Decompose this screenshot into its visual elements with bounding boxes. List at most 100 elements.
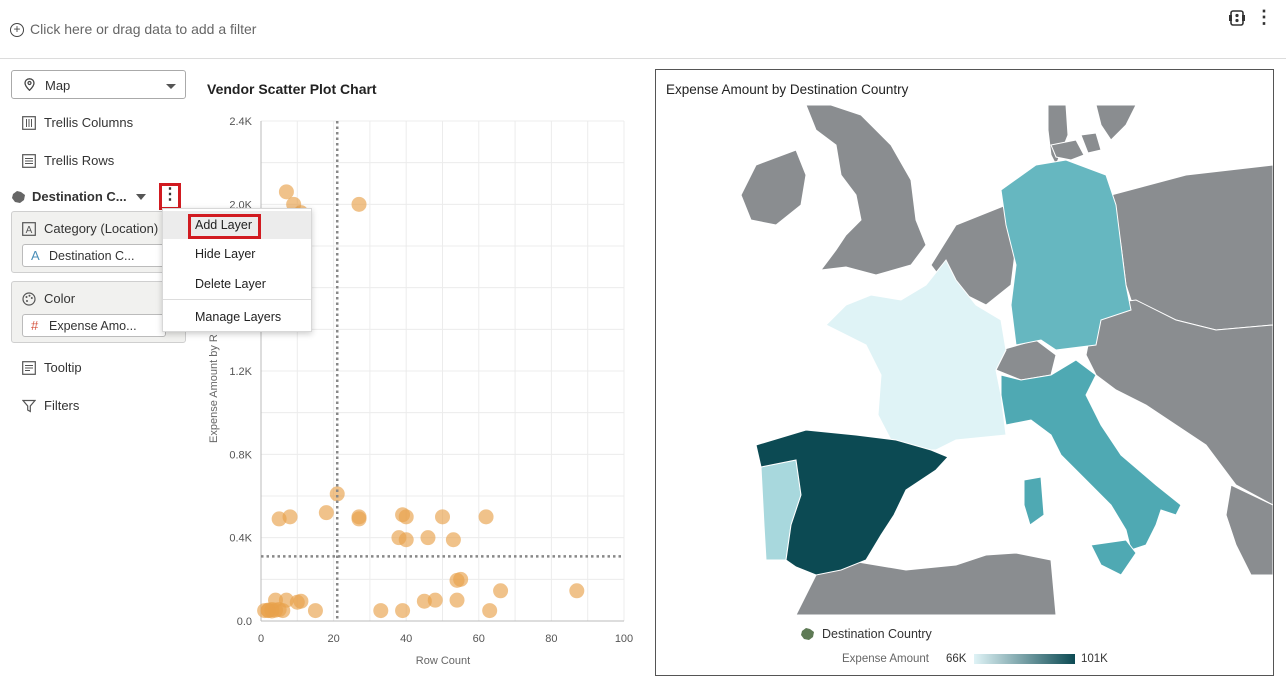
y-tick-label: 0.8K	[229, 449, 252, 461]
y-tick-label: 1.2K	[229, 366, 252, 378]
layer-chevron-down-icon[interactable]	[136, 194, 146, 200]
reference-lines	[261, 121, 624, 621]
scatter-point[interactable]	[435, 509, 450, 525]
text-attribute-icon: A	[31, 248, 40, 263]
sicily-region[interactable]	[1090, 539, 1137, 576]
scatter-point[interactable]	[318, 505, 334, 521]
scatter-point[interactable]	[351, 511, 367, 527]
spain-region[interactable]	[755, 429, 949, 576]
y-tick-label: 0.4K	[229, 533, 252, 545]
filter-placeholder[interactable]: Click here or drag data to add a filter	[30, 21, 257, 37]
menu-item-hide-layer[interactable]: Hide Layer	[163, 240, 311, 268]
scatter-point[interactable]	[569, 583, 585, 599]
italy-region[interactable]	[1000, 359, 1182, 551]
viz-type-label: Map	[45, 78, 71, 93]
layer-header[interactable]: Destination C...	[11, 188, 181, 208]
legend-measure-label: Expense Amount	[842, 653, 929, 665]
sardinia-region[interactable]	[1023, 476, 1045, 526]
canvas-properties-icon[interactable]	[1228, 9, 1246, 27]
scatter-point[interactable]	[493, 583, 509, 599]
legend-max-value: 101K	[1081, 653, 1108, 665]
layer-name: Destination C...	[32, 189, 127, 204]
scatter-point[interactable]	[398, 532, 414, 548]
viz-type-select[interactable]: Map	[11, 70, 186, 99]
menu-item-label: Manage Layers	[195, 310, 282, 324]
scatter-point[interactable]	[278, 184, 294, 200]
scatter-point[interactable]	[478, 509, 494, 525]
color-pill-label: Expense Amo...	[49, 319, 137, 333]
scatter-point[interactable]	[427, 592, 443, 608]
scatter-point[interactable]	[329, 486, 345, 502]
scatter-title: Vendor Scatter Plot Chart	[207, 81, 377, 97]
map-background-countries	[740, 105, 1273, 615]
tooltip-label: Tooltip	[44, 360, 82, 375]
highlight-box	[188, 214, 261, 239]
layer-shape-icon	[12, 191, 25, 203]
france-region[interactable]	[825, 259, 1007, 451]
x-axis-label: Row Count	[416, 655, 470, 667]
scatter-point[interactable]	[282, 509, 298, 525]
layer-context-menu: Add Layer Hide Layer Delete Layer Manage…	[162, 208, 312, 332]
map-pin-icon	[24, 78, 35, 91]
category-pill[interactable]: A Destination C...	[22, 244, 166, 267]
category-pill-label: Destination C...	[49, 249, 135, 263]
x-tick-label: 100	[615, 633, 633, 645]
scatter-point[interactable]	[482, 603, 498, 619]
menu-item-manage-layers[interactable]: Manage Layers	[163, 303, 311, 331]
scatter-grid	[260, 120, 625, 622]
layer-menu-kebab-icon[interactable]: ⋮	[159, 183, 181, 210]
category-bucket[interactable]: A Category (Location) A Destination C...	[11, 211, 186, 273]
scatter-point[interactable]	[420, 530, 436, 546]
x-tick-label: 80	[545, 633, 557, 645]
y-axis-label: Expense Amount by R	[208, 334, 220, 443]
menu-item-label: Add Layer	[195, 218, 252, 232]
svg-text:A: A	[26, 225, 33, 236]
x-tick-label: 20	[327, 633, 339, 645]
y-tick-label: 2.4K	[229, 116, 252, 128]
palette-icon	[22, 292, 36, 306]
scatter-point[interactable]	[449, 592, 465, 608]
layer-shape-icon	[801, 628, 814, 640]
filter-bar[interactable]: + Click here or drag data to add a filte…	[0, 0, 1286, 59]
x-tick-label: 0	[258, 633, 264, 645]
columns-icon	[22, 116, 36, 130]
scatter-point[interactable]	[307, 603, 323, 619]
filter-icon	[22, 399, 36, 413]
scatter-point[interactable]	[395, 603, 411, 619]
scatter-point[interactable]	[398, 509, 414, 525]
y-tick-label: 0.0	[237, 616, 252, 628]
choropleth-map[interactable]	[656, 105, 1273, 615]
scatter-point[interactable]	[416, 593, 432, 609]
trellis-columns-label: Trellis Columns	[44, 115, 134, 130]
color-bucket[interactable]: Color # Expense Amo...	[11, 281, 186, 343]
menu-item-label: Hide Layer	[195, 247, 256, 261]
map-visualization[interactable]: Expense Amount by Destination Country	[655, 69, 1274, 676]
legend-gradient	[974, 654, 1075, 664]
x-tick-label: 60	[473, 633, 485, 645]
menu-item-label: Delete Layer	[195, 277, 266, 291]
scatter-points[interactable]	[257, 184, 585, 619]
menu-item-delete-layer[interactable]: Delete Layer	[163, 270, 311, 298]
scatter-point[interactable]	[449, 572, 465, 588]
chevron-down-icon	[166, 84, 176, 89]
add-filter-icon[interactable]: +	[10, 23, 24, 37]
scatter-point[interactable]	[293, 593, 309, 609]
menu-divider	[163, 299, 311, 300]
scatter-point[interactable]	[445, 532, 461, 548]
legend-layer-label: Destination Country	[822, 627, 932, 641]
germany-region[interactable]	[1000, 159, 1132, 351]
rows-icon	[22, 154, 36, 168]
scatter-point[interactable]	[373, 603, 389, 619]
scatter-point[interactable]	[268, 592, 284, 608]
menu-item-add-layer[interactable]: Add Layer	[163, 211, 311, 239]
scatter-point[interactable]	[351, 196, 367, 212]
attribute-icon: A	[22, 222, 36, 236]
legend-layer: Destination Country	[801, 627, 932, 641]
map-title: Expense Amount by Destination Country	[666, 82, 909, 97]
x-tick-label: 40	[400, 633, 412, 645]
more-options-icon[interactable]: ⋮	[1255, 7, 1273, 27]
color-bucket-label: Color	[44, 291, 76, 306]
color-pill[interactable]: # Expense Amo...	[22, 314, 166, 337]
